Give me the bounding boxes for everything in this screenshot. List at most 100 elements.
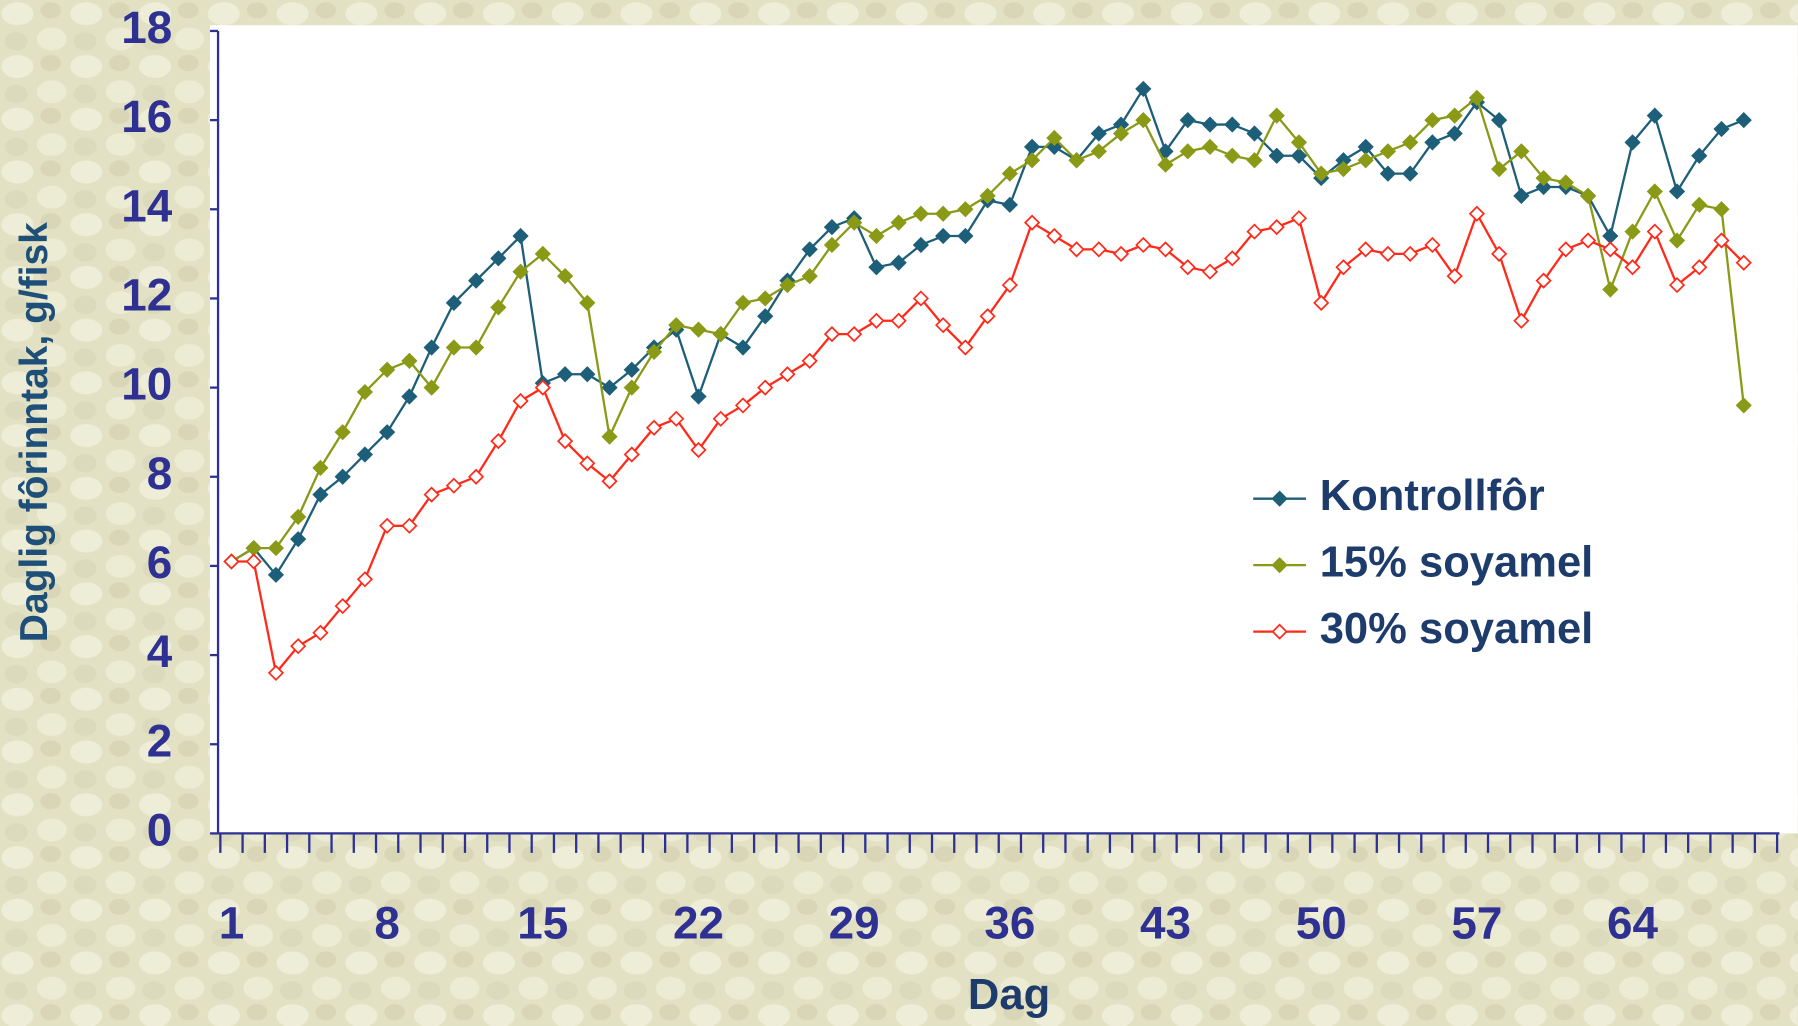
data-point xyxy=(1691,196,1708,213)
data-point xyxy=(1335,259,1352,276)
data-point xyxy=(868,259,885,276)
data-point xyxy=(1090,143,1107,160)
data-point xyxy=(1046,138,1063,155)
data-point xyxy=(1513,143,1530,160)
data-point xyxy=(468,339,485,356)
y-tick-label: 2 xyxy=(147,714,173,766)
legend-marker xyxy=(1271,557,1288,574)
data-point xyxy=(1179,112,1196,129)
x-tick-label: 43 xyxy=(1140,896,1191,948)
data-point xyxy=(1624,259,1641,276)
data-point xyxy=(712,326,729,343)
data-point xyxy=(290,531,307,548)
data-point xyxy=(623,361,640,378)
x-tick-label: 50 xyxy=(1296,896,1347,948)
data-point xyxy=(1646,183,1663,200)
data-point xyxy=(1602,281,1619,298)
data-point xyxy=(734,294,752,311)
plot-area xyxy=(210,25,1798,834)
data-point xyxy=(1402,245,1419,262)
data-point xyxy=(312,624,329,641)
data-point xyxy=(1157,241,1174,258)
x-tick-label: 57 xyxy=(1451,896,1502,948)
data-point xyxy=(601,473,618,490)
data-point xyxy=(1179,259,1196,276)
data-point xyxy=(267,566,285,583)
data-point xyxy=(734,397,752,414)
data-point xyxy=(579,366,596,383)
data-point xyxy=(534,379,551,396)
data-point xyxy=(379,361,396,378)
data-point xyxy=(690,321,707,338)
data-point xyxy=(823,326,841,343)
data-point xyxy=(579,294,596,311)
data-point xyxy=(1379,165,1397,182)
data-point xyxy=(1357,152,1374,169)
data-point xyxy=(979,308,996,325)
data-point xyxy=(890,214,907,231)
data-point xyxy=(356,446,374,463)
data-point xyxy=(1491,245,1508,262)
data-point xyxy=(490,433,507,450)
data-point xyxy=(1735,112,1752,129)
data-point xyxy=(1179,143,1196,160)
data-point xyxy=(779,276,796,294)
data-point xyxy=(1246,223,1263,240)
data-point xyxy=(1646,223,1663,240)
data-point xyxy=(779,366,796,383)
x-tick-label: 15 xyxy=(517,896,568,948)
data-point xyxy=(1446,107,1463,124)
data-point xyxy=(623,446,640,463)
data-point xyxy=(1090,241,1107,258)
data-point xyxy=(757,308,774,325)
data-point xyxy=(1023,152,1041,169)
data-point xyxy=(1001,196,1018,213)
data-point xyxy=(690,441,707,459)
data-point xyxy=(1246,125,1263,142)
data-point xyxy=(1268,219,1285,236)
data-point xyxy=(623,379,640,396)
data-point xyxy=(1068,241,1085,258)
data-point xyxy=(1713,232,1730,249)
data-point xyxy=(601,428,618,445)
data-point xyxy=(1379,143,1397,160)
data-point xyxy=(1446,125,1463,142)
data-point xyxy=(1379,245,1397,262)
x-tick-label: 8 xyxy=(374,896,400,948)
data-point xyxy=(757,379,774,396)
data-point xyxy=(1402,134,1419,151)
data-point xyxy=(868,227,885,245)
data-point xyxy=(423,486,440,503)
y-tick-label: 18 xyxy=(121,1,172,53)
data-point xyxy=(1535,178,1552,196)
data-point xyxy=(445,294,462,311)
data-point xyxy=(379,424,396,441)
data-point xyxy=(1001,165,1018,182)
data-point xyxy=(1602,241,1619,258)
data-point xyxy=(801,268,818,285)
data-point xyxy=(512,392,529,410)
data-point xyxy=(490,250,507,267)
data-point xyxy=(490,299,507,316)
data-point xyxy=(1579,232,1597,249)
data-point xyxy=(1135,236,1152,254)
data-point xyxy=(1557,241,1574,258)
data-point xyxy=(846,326,863,343)
data-point xyxy=(356,383,374,401)
data-point xyxy=(645,419,663,436)
data-point xyxy=(957,227,974,245)
data-point xyxy=(1624,134,1641,151)
data-point xyxy=(690,388,707,405)
data-point xyxy=(1112,125,1130,142)
data-point xyxy=(1513,187,1530,204)
data-point xyxy=(890,312,907,329)
data-point xyxy=(1668,232,1686,249)
x-tick-label: 64 xyxy=(1607,896,1658,948)
data-point xyxy=(1246,152,1263,169)
x-tick-label: 22 xyxy=(673,896,724,948)
data-point xyxy=(1691,259,1708,276)
data-point xyxy=(468,272,485,289)
x-tick-label: 36 xyxy=(984,896,1035,948)
